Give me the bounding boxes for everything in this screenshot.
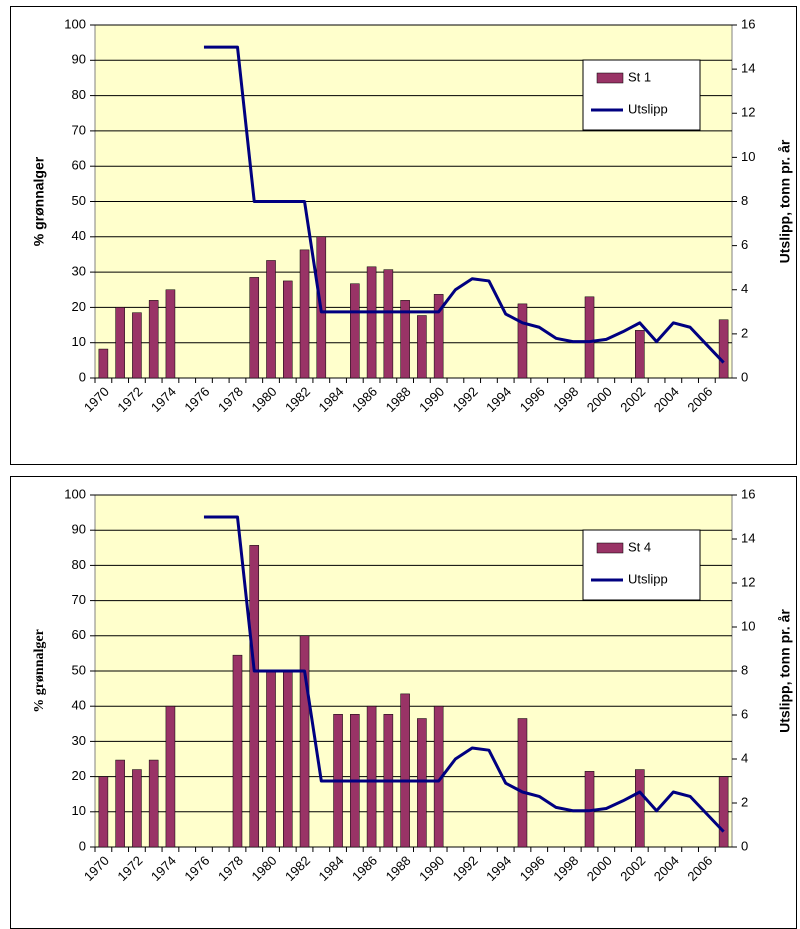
bar [383,269,394,379]
legend-label: Utslipp [628,101,668,116]
bar [165,289,176,379]
y2-tick-label: 4 [741,750,748,765]
bar [350,283,360,379]
y2-tick-label: 2 [741,325,748,340]
bar [635,769,645,848]
y-tick-label: 90 [72,52,86,67]
legend-box [582,529,701,601]
bar [433,294,444,379]
legend-label: St 1 [628,69,651,84]
y2-tick-label: 2 [741,794,748,809]
y-tick-label: 50 [72,193,86,208]
line [203,45,725,364]
bar [299,635,310,848]
bar [635,330,645,379]
bar [249,277,260,379]
y2-tick-label: 16 [741,16,755,31]
y-tick-label: 100 [64,486,86,501]
y2-tick-label: 12 [741,574,755,589]
bar [232,654,243,848]
bar [400,300,410,379]
bar [165,705,176,848]
y2-tick-label: 14 [741,530,755,545]
y2-tick-label: 6 [741,706,748,721]
legend-swatch [596,72,624,84]
y-tick-label: 10 [72,334,86,349]
bar [148,759,159,848]
y-tick-label: 70 [72,592,86,607]
y2-tick-label: 6 [741,237,748,252]
bar [718,776,729,848]
y2-tick-label: 4 [741,281,748,296]
bar [132,769,142,848]
bar [283,280,293,379]
y2-axis-label: Utslipp, tonn pr. år [777,139,793,263]
bar [517,303,528,379]
bar [98,348,109,379]
bar [517,718,528,848]
y-tick-label: 50 [72,662,86,677]
bar [266,260,276,379]
y-tick-label: 40 [72,698,86,713]
y-tick-label: 30 [72,733,86,748]
bar [115,307,125,379]
bar [400,693,410,848]
y2-tick-label: 0 [741,838,748,853]
y-axis-label: % grønnalger [32,629,47,713]
y2-tick-label: 14 [741,61,755,76]
bar [283,670,293,848]
bar [417,315,427,379]
y-axis-label: % grønnalger [31,156,47,246]
legend-label: St 4 [628,539,651,554]
bar [266,670,276,848]
bar [299,249,310,379]
bar [249,545,260,848]
y-tick-label: 100 [64,16,86,31]
y-tick-label: 20 [72,768,86,783]
bar [584,296,595,379]
y2-tick-label: 16 [741,486,755,501]
y-tick-label: 0 [79,838,86,853]
y2-tick-label: 10 [741,618,755,633]
y-tick-label: 60 [72,627,86,642]
y-tick-label: 60 [72,158,86,173]
y-tick-label: 70 [72,122,86,137]
bar [132,312,142,379]
y2-tick-label: 8 [741,662,748,677]
bar [115,759,125,848]
bar [718,319,729,379]
y-tick-label: 10 [72,803,86,818]
y-tick-label: 80 [72,87,86,102]
y2-tick-label: 8 [741,193,748,208]
line [203,515,725,833]
bar [417,718,427,848]
y-tick-label: 90 [72,522,86,537]
y2-tick-label: 0 [741,369,748,384]
legend-box [582,59,701,131]
y2-tick-label: 10 [741,149,755,164]
y-tick-label: 30 [72,264,86,279]
y-tick-label: 0 [79,369,86,384]
legend-label: Utslipp [628,571,668,586]
y-tick-label: 80 [72,557,86,572]
legend-swatch [596,542,624,554]
y-tick-label: 40 [72,228,86,243]
bar [366,266,377,379]
y2-axis-label: Utslipp, tonn pr. år [777,609,793,733]
y-tick-label: 20 [72,299,86,314]
bar [366,705,377,848]
bar [148,300,159,379]
y2-tick-label: 12 [741,105,755,120]
bar [98,776,109,848]
